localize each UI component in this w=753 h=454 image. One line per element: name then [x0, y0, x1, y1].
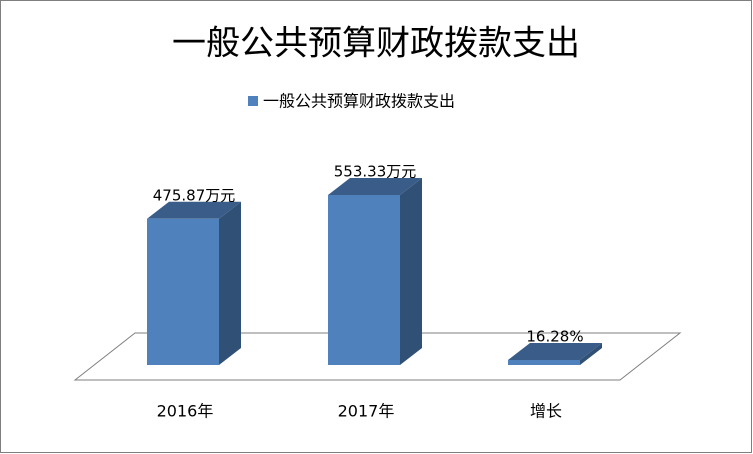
legend-swatch [248, 96, 258, 106]
bar-side [400, 178, 422, 365]
x-tick-label: 增长 [530, 402, 562, 421]
bar-side [219, 201, 241, 365]
x-tick-label: 2016年 [157, 402, 214, 421]
legend-label: 一般公共预算财政拨款支出 [263, 92, 455, 111]
bar [508, 359, 580, 365]
data-label: 475.87万元 [153, 186, 236, 204]
bar-side [580, 342, 602, 365]
bar-top [328, 178, 422, 195]
data-label: 16.28% [526, 327, 583, 345]
bar [328, 195, 400, 365]
bar-top [508, 342, 602, 360]
bar [147, 218, 219, 365]
x-tick-label: 2017年 [338, 402, 395, 421]
bar-top [147, 201, 241, 219]
data-label: 553.33万元 [334, 163, 417, 181]
chart-title: 一般公共预算财政拨款支出 [172, 24, 580, 64]
